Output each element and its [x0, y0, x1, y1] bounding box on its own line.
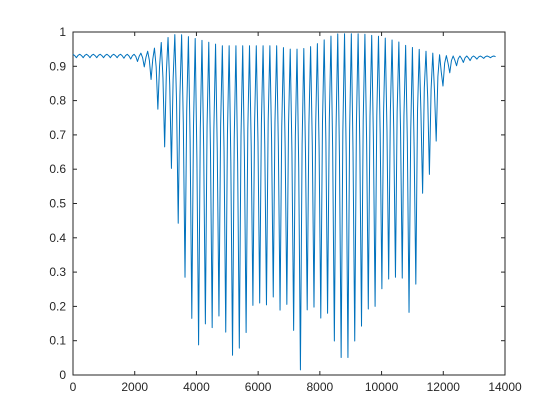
x-tick-label: 0 — [70, 380, 77, 394]
y-tick-label: 0.8 — [49, 94, 66, 108]
y-tick-label: 0.4 — [49, 231, 66, 245]
series-layer — [72, 33, 496, 371]
y-tick-label: 0.1 — [49, 334, 66, 348]
x-tick-label: 12000 — [427, 380, 461, 394]
x-tick-label: 2000 — [121, 380, 148, 394]
x-tick-label: 6000 — [245, 380, 272, 394]
y-tick-label: 0.3 — [49, 265, 66, 279]
y-tick-label: 0.7 — [49, 128, 66, 142]
y-tick-label: 0 — [59, 368, 66, 382]
tick-label-layer: 0 2000 4000 6000 8000 10000 12000 14000 0 0.1 0.2 0… — [49, 25, 522, 394]
y-tick-label: 0.5 — [49, 197, 66, 211]
y-tick-label: 0.6 — [49, 162, 66, 176]
x-tick-label: 10000 — [365, 380, 399, 394]
x-tick-label: 8000 — [307, 380, 334, 394]
y-tick-label: 0.9 — [49, 59, 66, 73]
y-tick-label: 1 — [59, 25, 66, 39]
series-line — [72, 33, 496, 371]
x-tick-label: 4000 — [183, 380, 210, 394]
x-tick-label: 14000 — [488, 380, 522, 394]
y-tick-label: 0.2 — [49, 299, 66, 313]
tick-layer — [72, 31, 506, 376]
